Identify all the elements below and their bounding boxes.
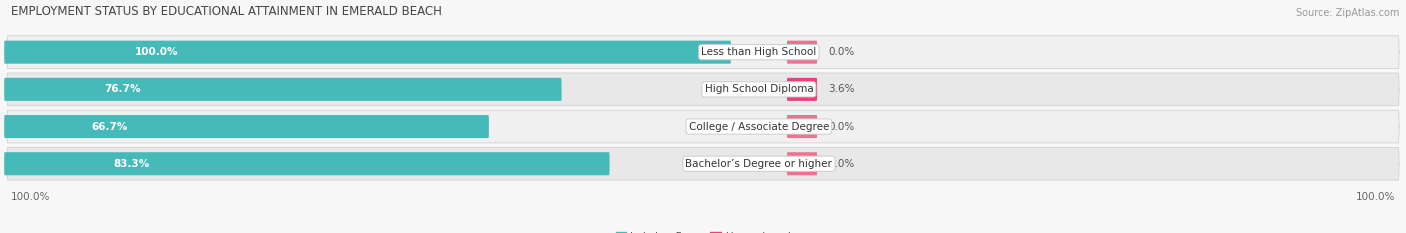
FancyBboxPatch shape [787,41,817,64]
FancyBboxPatch shape [7,36,1399,69]
FancyBboxPatch shape [7,147,1399,180]
Text: Bachelor’s Degree or higher: Bachelor’s Degree or higher [686,159,832,169]
FancyBboxPatch shape [4,115,489,138]
Text: 83.3%: 83.3% [112,159,149,169]
Text: High School Diploma: High School Diploma [704,84,813,94]
Text: Source: ZipAtlas.com: Source: ZipAtlas.com [1296,8,1399,18]
Text: Less than High School: Less than High School [702,47,817,57]
FancyBboxPatch shape [4,78,561,101]
Text: College / Associate Degree: College / Associate Degree [689,122,830,132]
FancyBboxPatch shape [787,78,817,101]
Text: 100.0%: 100.0% [1355,192,1395,202]
FancyBboxPatch shape [7,110,1399,143]
Text: 76.7%: 76.7% [104,84,141,94]
Text: 0.0%: 0.0% [828,122,855,132]
FancyBboxPatch shape [4,152,610,175]
FancyBboxPatch shape [787,152,817,175]
Text: 0.0%: 0.0% [828,159,855,169]
Text: EMPLOYMENT STATUS BY EDUCATIONAL ATTAINMENT IN EMERALD BEACH: EMPLOYMENT STATUS BY EDUCATIONAL ATTAINM… [11,5,441,18]
Text: 66.7%: 66.7% [91,122,128,132]
Text: 100.0%: 100.0% [11,192,51,202]
FancyBboxPatch shape [787,115,817,138]
Text: 100.0%: 100.0% [135,47,179,57]
FancyBboxPatch shape [7,73,1399,106]
Legend: In Labor Force, Unemployed: In Labor Force, Unemployed [612,228,794,233]
Text: 0.0%: 0.0% [828,47,855,57]
FancyBboxPatch shape [4,41,731,64]
Text: 3.6%: 3.6% [828,84,855,94]
